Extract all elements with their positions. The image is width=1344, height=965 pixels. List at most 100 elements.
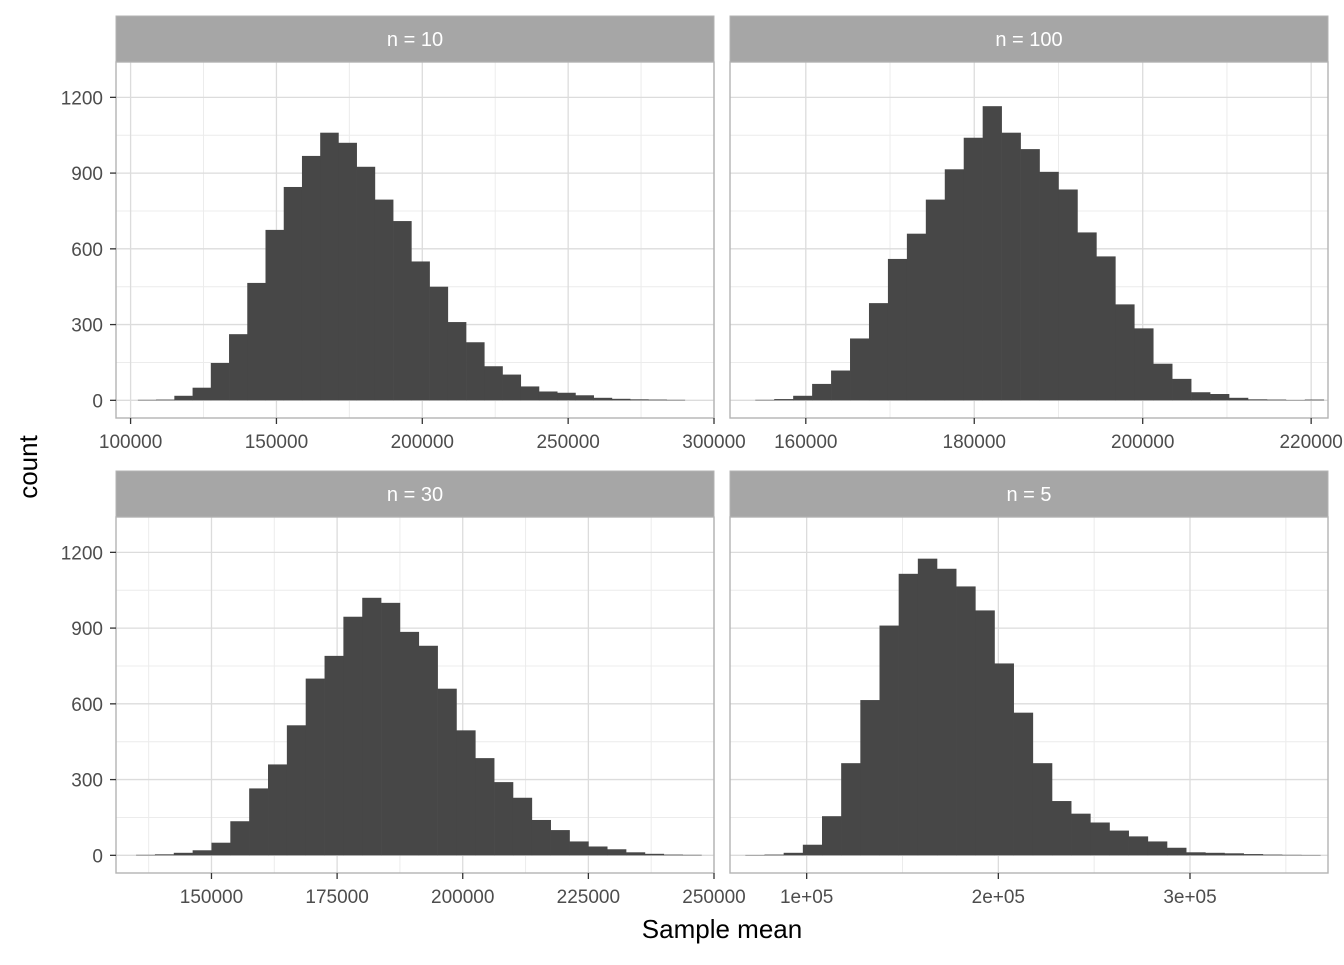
y-tick-label: 300 — [71, 771, 103, 792]
histogram-bar — [1058, 190, 1077, 401]
histogram-bar — [513, 798, 532, 856]
histogram-bar — [466, 342, 485, 400]
x-tick-label: 200000 — [1111, 432, 1174, 453]
histogram-bar — [1077, 232, 1096, 400]
x-tick-label: 200000 — [431, 887, 494, 908]
x-tick-label: 300000 — [682, 432, 745, 453]
x-tick-label: 3e+05 — [1163, 887, 1216, 908]
histogram-bar — [503, 375, 522, 401]
histogram-bar — [812, 384, 831, 400]
histogram-bar — [475, 758, 494, 855]
y-tick-label: 300 — [71, 316, 103, 337]
histogram-bar — [626, 852, 645, 855]
y-tick-label: 1200 — [61, 88, 103, 109]
x-tick-label: 2e+05 — [972, 887, 1025, 908]
histogram-bar — [193, 388, 212, 401]
histogram-bar — [247, 283, 266, 400]
histogram-bar — [937, 569, 956, 856]
histogram-bar — [1090, 823, 1109, 856]
histogram-bar — [1040, 172, 1059, 400]
histogram-bar — [484, 366, 503, 400]
histogram-bar — [174, 853, 193, 856]
histogram-bar — [230, 821, 249, 855]
y-tick-label: 600 — [71, 240, 103, 261]
histogram-bar — [995, 663, 1014, 855]
histogram-bar — [1248, 399, 1267, 400]
y-axis-title: count — [13, 434, 43, 498]
histogram-bar — [1115, 304, 1134, 400]
x-tick-label: 250000 — [536, 432, 599, 453]
histogram-bar — [926, 200, 945, 401]
histogram-bar — [193, 850, 212, 855]
histogram-bar — [494, 782, 513, 855]
histogram-bar — [1129, 836, 1148, 855]
facet-strip-label: n = 100 — [995, 29, 1062, 51]
histogram-bar — [1002, 133, 1021, 401]
histogram-bar — [945, 169, 964, 400]
histogram-bar — [645, 854, 664, 856]
histogram-bar — [630, 399, 649, 400]
x-tick-label: 150000 — [245, 432, 308, 453]
histogram-bar — [211, 843, 230, 856]
x-tick-label: 150000 — [180, 887, 243, 908]
histogram-bar — [325, 656, 344, 855]
histogram-bar — [430, 287, 449, 401]
x-tick-label: 100000 — [99, 432, 162, 453]
facet-strip-label: n = 30 — [387, 484, 443, 506]
histogram-bar — [375, 200, 394, 401]
histogram-bar — [1071, 814, 1090, 856]
histogram-bar — [575, 395, 594, 400]
histogram-bar — [1052, 801, 1071, 855]
histogram-bar — [362, 598, 381, 856]
histogram-bar — [343, 617, 362, 856]
histogram-bar — [1229, 398, 1248, 401]
histogram-bar — [551, 830, 570, 855]
histogram-bar — [918, 559, 937, 856]
histogram-bar — [888, 259, 907, 400]
y-tick-label: 0 — [92, 846, 103, 867]
histogram-bar — [612, 399, 631, 401]
histogram-bar — [448, 322, 467, 400]
y-tick-label: 900 — [71, 619, 103, 640]
histogram-bar — [975, 610, 994, 855]
histogram-bar — [765, 855, 784, 856]
histogram-bar — [438, 689, 457, 856]
histogram-bar — [1267, 400, 1286, 401]
histogram-bar — [1263, 855, 1282, 856]
histogram-bar — [683, 855, 702, 856]
histogram-bar — [755, 400, 774, 401]
x-tick-label: 200000 — [391, 432, 454, 453]
histogram-bar — [381, 603, 400, 855]
histogram-bar — [1134, 328, 1153, 400]
histogram-bar — [899, 574, 918, 856]
facet-strip-label: n = 5 — [1006, 484, 1051, 506]
histogram-bar — [302, 156, 321, 400]
histogram-bar — [1225, 853, 1244, 855]
histogram-bar — [956, 586, 975, 855]
histogram-bar — [393, 221, 412, 400]
histogram-bar — [1148, 841, 1167, 855]
histogram-bar — [1110, 831, 1129, 856]
histogram-bar — [174, 396, 193, 401]
histogram-bar — [400, 632, 419, 855]
histogram-bar — [532, 820, 551, 855]
histogram-bar — [831, 371, 850, 401]
histogram-bar — [1096, 256, 1115, 400]
histogram-bar — [521, 386, 540, 400]
x-tick-label: 160000 — [774, 432, 837, 453]
y-tick-label: 1200 — [61, 543, 103, 564]
histogram-bar — [869, 303, 888, 400]
histogram-bar — [1305, 400, 1324, 401]
histogram-bar — [648, 400, 667, 401]
facet-panel-4: n = 5 1e+05 2e+05 3e+05 — [730, 471, 1328, 908]
histogram-bar — [1033, 763, 1052, 855]
x-tick-label: 1e+05 — [780, 887, 833, 908]
histogram-bar — [268, 764, 287, 855]
x-tick-label: 220000 — [1279, 432, 1342, 453]
histogram-bar — [357, 167, 376, 401]
histogram-bar — [667, 400, 686, 401]
